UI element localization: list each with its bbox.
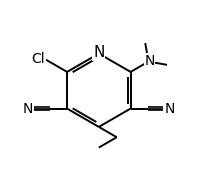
Text: Cl: Cl [32, 52, 45, 66]
Text: N: N [144, 54, 155, 68]
Text: N: N [164, 102, 175, 116]
Text: N: N [23, 102, 33, 116]
Text: N: N [93, 45, 105, 60]
